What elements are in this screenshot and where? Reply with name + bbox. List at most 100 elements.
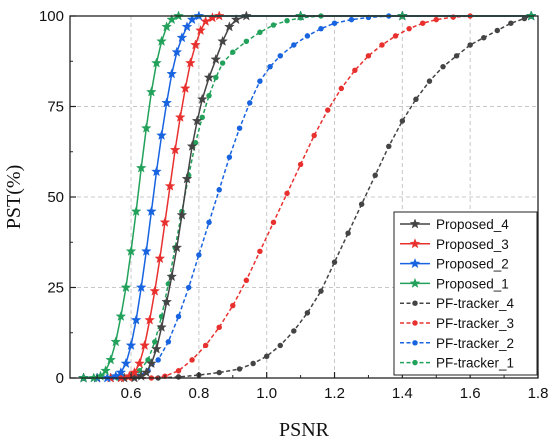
x-tick-label: 1.6 <box>460 385 481 402</box>
data-point-pf-tracker-2 <box>226 154 233 160</box>
data-point-pf-tracker-1 <box>206 92 212 99</box>
data-point-pf-tracker-2 <box>155 357 161 363</box>
data-point-proposed-4 <box>210 53 222 64</box>
data-point-proposed-2 <box>181 21 193 32</box>
data-point-proposed-1 <box>100 365 111 376</box>
data-point-proposed-3 <box>149 285 161 296</box>
data-point-pf-tracker-4 <box>331 259 338 265</box>
legend-item-proposed-3: Proposed_3 <box>400 237 509 252</box>
legend-label: Proposed_4 <box>436 217 509 232</box>
data-point-proposed-1 <box>105 354 116 365</box>
data-point-pf-tracker-1 <box>152 339 158 345</box>
data-point-pf-tracker-3 <box>392 33 399 39</box>
data-point-proposed-3 <box>159 216 171 227</box>
legend-swatch-marker <box>409 277 421 288</box>
data-point-pf-tracker-1 <box>284 17 290 24</box>
x-tick-label: 1.8 <box>528 385 549 402</box>
data-point-proposed-2 <box>130 314 142 325</box>
data-point-proposed-2 <box>186 14 198 25</box>
data-point-pf-tracker-4 <box>372 172 378 179</box>
data-point-pf-tracker-2 <box>267 63 273 70</box>
data-point-pf-tracker-4 <box>440 63 446 70</box>
data-point-proposed-3 <box>139 339 150 350</box>
data-point-pf-tracker-3 <box>450 14 456 20</box>
data-point-pf-tracker-4 <box>494 27 501 34</box>
data-point-pf-tracker-2 <box>216 187 222 193</box>
data-point-proposed-1 <box>156 35 167 46</box>
legend-swatch-marker <box>412 320 418 326</box>
legend-swatch-marker <box>412 300 418 306</box>
data-point-pf-tracker-2 <box>247 100 253 106</box>
data-point-pf-tracker-2 <box>331 20 338 26</box>
legend-item-pf-tracker-3: PF-tracker_3 <box>400 316 514 331</box>
data-point-proposed-1 <box>166 14 178 25</box>
data-point-pf-tracker-1 <box>219 60 226 66</box>
data-point-pf-tracker-4 <box>358 201 365 207</box>
data-point-proposed-4 <box>156 321 167 332</box>
legend-swatch-marker <box>409 238 421 249</box>
data-point-pf-tracker-4 <box>236 366 243 372</box>
y-tick-label: 75 <box>47 99 64 116</box>
data-point-pf-tracker-3 <box>257 248 263 255</box>
legend-swatch-marker <box>412 359 418 366</box>
y-tick-label: 0 <box>56 370 64 387</box>
data-point-proposed-1 <box>130 205 142 216</box>
data-point-proposed-1 <box>141 122 152 133</box>
data-point-proposed-2 <box>171 46 183 57</box>
data-point-pf-tracker-1 <box>213 74 219 81</box>
legend-box <box>393 211 538 376</box>
data-point-pf-tracker-3 <box>230 302 236 309</box>
y-tick-label: 100 <box>39 8 64 25</box>
data-point-proposed-3 <box>195 24 206 35</box>
data-point-pf-tracker-2 <box>196 252 202 258</box>
data-point-proposed-4 <box>166 271 178 282</box>
data-point-proposed-4 <box>217 35 228 46</box>
data-point-pf-tracker-4 <box>345 230 351 236</box>
data-point-pf-tracker-3 <box>189 357 195 363</box>
data-point-pf-tracker-3 <box>202 342 209 349</box>
data-point-pf-tracker-4 <box>481 34 487 41</box>
data-point-proposed-4 <box>191 115 203 126</box>
x-tick-label: 0.8 <box>188 385 209 402</box>
data-point-pf-tracker-4 <box>413 96 419 102</box>
data-point-proposed-1 <box>125 245 137 256</box>
legend-swatch-marker <box>412 340 418 346</box>
series-line-pf-tracker-4 <box>83 15 532 379</box>
data-point-proposed-4 <box>196 93 208 104</box>
data-point-proposed-3 <box>180 82 191 93</box>
data-point-pf-tracker-1 <box>270 22 277 28</box>
data-point-pf-tracker-4 <box>399 118 406 124</box>
data-point-pf-tracker-3 <box>433 16 439 23</box>
legend-label: Proposed_1 <box>436 276 509 291</box>
data-point-pf-tracker-3 <box>365 53 372 59</box>
data-point-proposed-1 <box>161 21 172 32</box>
data-point-pf-tracker-4 <box>453 53 460 59</box>
data-point-proposed-4 <box>230 14 242 25</box>
data-point-proposed-3 <box>169 144 181 155</box>
data-point-proposed-4 <box>146 357 157 369</box>
legend-label: PF-tracker_4 <box>436 296 515 311</box>
data-point-proposed-3 <box>129 366 140 378</box>
data-point-pf-tracker-2 <box>165 339 172 345</box>
legend-item-pf-tracker-2: PF-tracker_2 <box>400 336 514 351</box>
data-point-proposed-1 <box>146 86 157 97</box>
legend-item-pf-tracker-1: PF-tracker_1 <box>400 356 514 371</box>
legend-label: Proposed_3 <box>436 237 509 252</box>
data-point-proposed-2 <box>161 97 172 108</box>
legend-label: PF-tracker_3 <box>436 316 514 331</box>
legend: Proposed_4 Proposed_3 Proposed_2 Proposed_1… <box>393 211 538 376</box>
data-point-proposed-3 <box>134 357 145 369</box>
y-tick-label: 50 <box>47 189 64 206</box>
data-point-proposed-3 <box>164 180 176 191</box>
data-point-pf-tracker-3 <box>270 219 277 226</box>
data-point-pf-tracker-2 <box>318 25 324 32</box>
data-point-pf-tracker-3 <box>352 67 358 74</box>
data-point-pf-tracker-4 <box>508 20 514 26</box>
y-tick-label: 25 <box>47 280 64 297</box>
data-point-pf-tracker-3 <box>338 85 345 92</box>
data-point-pf-tracker-3 <box>175 368 182 374</box>
x-tick-label: 1.4 <box>392 385 413 402</box>
data-point-pf-tracker-4 <box>216 369 222 376</box>
data-point-proposed-2 <box>176 32 188 43</box>
x-tick-label: 0.6 <box>121 385 142 402</box>
